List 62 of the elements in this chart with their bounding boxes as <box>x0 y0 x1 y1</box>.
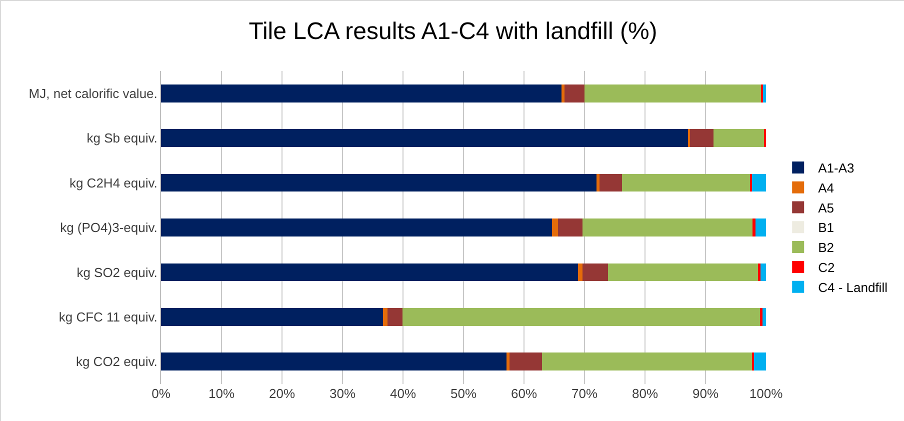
bar <box>161 129 689 148</box>
bar <box>564 84 584 102</box>
bar <box>558 218 583 236</box>
bar <box>509 352 542 371</box>
bar <box>582 263 608 282</box>
bar <box>161 174 597 192</box>
x-tick-label: 80% <box>632 386 658 401</box>
x-tick-label: 70% <box>571 386 598 401</box>
legend-label: C4 - Landfill <box>818 280 888 295</box>
x-tick-label: 10% <box>208 386 235 401</box>
bar <box>161 352 506 371</box>
bar <box>760 308 762 326</box>
bar <box>161 308 384 326</box>
y-tick-label: kg CO2 equiv. <box>76 354 158 370</box>
x-tick-label: 30% <box>329 386 356 401</box>
bar <box>608 263 758 282</box>
bar <box>584 84 762 102</box>
x-tick-label: 60% <box>510 386 538 401</box>
legend-label: B2 <box>818 240 834 256</box>
bar <box>578 263 583 282</box>
bar <box>161 263 578 282</box>
x-tick-label: 50% <box>450 386 477 401</box>
bar <box>161 84 562 102</box>
bar <box>562 84 565 102</box>
bar <box>582 218 753 236</box>
y-tick-label: kg Sb equiv. <box>86 130 158 146</box>
x-tick-label: 20% <box>268 386 296 401</box>
x-tick-label: 90% <box>692 386 719 401</box>
legend-label: A4 <box>818 180 834 196</box>
bar <box>506 352 510 371</box>
bar <box>596 174 600 192</box>
legend-label: C2 <box>818 260 835 276</box>
legend-label: A1-A3 <box>818 160 854 176</box>
bar <box>552 218 558 236</box>
bar <box>754 352 766 371</box>
bar <box>752 174 766 192</box>
y-tick-label: kg CFC 11 equiv. <box>58 309 158 324</box>
bar <box>161 218 552 236</box>
bar <box>713 129 765 148</box>
bar <box>622 174 750 192</box>
y-tick-label: MJ, net calorific value. <box>28 86 158 101</box>
bar <box>756 218 766 236</box>
bar <box>690 129 714 148</box>
legend-label: B1 <box>818 220 834 236</box>
x-tick-label: 100% <box>749 386 784 401</box>
bar <box>383 308 388 326</box>
chart-title: Tile LCA results A1-C4 with landfill (%) <box>248 18 658 45</box>
legend-label: A5 <box>818 200 834 216</box>
bar <box>752 218 756 236</box>
bar <box>600 174 622 192</box>
x-tick-label: 0% <box>152 386 171 401</box>
bar <box>760 263 766 282</box>
y-tick-label: kg C2H4 equiv. <box>69 175 158 190</box>
bar <box>758 263 761 282</box>
bar <box>762 308 766 326</box>
y-tick-label: kg (PO4)3-equiv. <box>60 220 158 236</box>
y-tick-label: kg SO2 equiv. <box>76 264 158 280</box>
bar <box>542 352 752 371</box>
bar <box>402 308 760 326</box>
bar <box>387 308 402 326</box>
bar <box>762 84 766 102</box>
x-tick-label: 40% <box>390 386 416 401</box>
